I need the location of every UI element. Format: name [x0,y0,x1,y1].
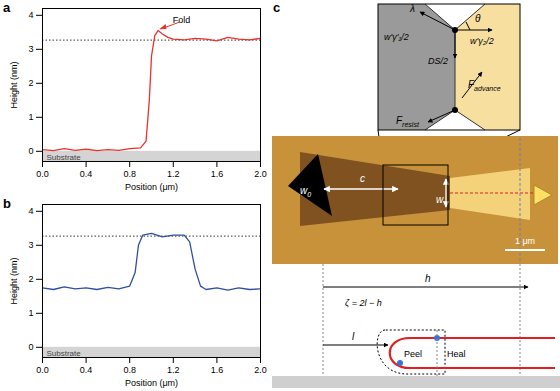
svg-text:Heal: Heal [447,349,466,359]
svg-text:0.4: 0.4 [80,365,93,375]
svg-text:1 μm: 1 μm [515,236,535,246]
svg-text:Fresist: Fresist [396,115,420,128]
html-text:b: b [3,196,11,211]
svg-text:1.2: 1.2 [167,365,180,375]
svg-text:DS/2: DS/2 [428,56,448,66]
svg-text:Fold: Fold [173,15,191,25]
svg-text:c: c [360,173,365,184]
svg-text:2.0: 2.0 [254,169,267,179]
svg-text:θ: θ [475,13,481,24]
svg-text:0.4: 0.4 [80,169,93,179]
svg-text:w'γ'₁/2: w'γ'₁/2 [384,32,409,42]
svg-text:3: 3 [28,44,33,54]
svg-text:Substrate: Substrate [47,349,82,358]
svg-text:Height (nm): Height (nm) [9,61,19,108]
svg-text:1: 1 [28,112,33,122]
svg-text:3: 3 [28,240,33,250]
svg-text:Height (nm): Height (nm) [9,257,19,304]
svg-text:2: 2 [28,274,33,284]
svg-text:l: l [352,331,355,342]
html-text:a: a [3,0,11,15]
svg-text:h: h [425,273,431,284]
svg-text:Peel: Peel [404,349,422,359]
svg-text:4: 4 [28,206,33,216]
svg-text:Position (μm): Position (μm) [125,182,178,192]
svg-text:1.6: 1.6 [211,365,224,375]
svg-text:2: 2 [28,78,33,88]
svg-text:0.0: 0.0 [36,365,49,375]
svg-text:1.2: 1.2 [167,169,180,179]
svg-text:Fadvance: Fadvance [468,79,501,92]
svg-text:w'γ₂/2: w'γ₂/2 [470,36,494,46]
svg-text:2.0: 2.0 [254,365,267,375]
svg-text:0.8: 0.8 [123,169,136,179]
svg-text:Position (μm): Position (μm) [125,378,178,388]
svg-text:w0: w0 [300,185,311,198]
svg-text:0.0: 0.0 [36,169,49,179]
svg-text:1: 1 [28,308,33,318]
svg-text:ζ = 2l − h: ζ = 2l − h [345,298,382,308]
svg-text:0.8: 0.8 [123,365,136,375]
svg-text:1.6: 1.6 [211,169,224,179]
svg-text:λ: λ [409,3,415,14]
svg-text:Substrate: Substrate [47,153,82,162]
svg-text:w: w [436,194,444,205]
svg-text:0: 0 [28,342,33,352]
svg-text:0: 0 [28,146,33,156]
svg-text:c: c [273,0,280,15]
svg-text:4: 4 [28,10,33,20]
